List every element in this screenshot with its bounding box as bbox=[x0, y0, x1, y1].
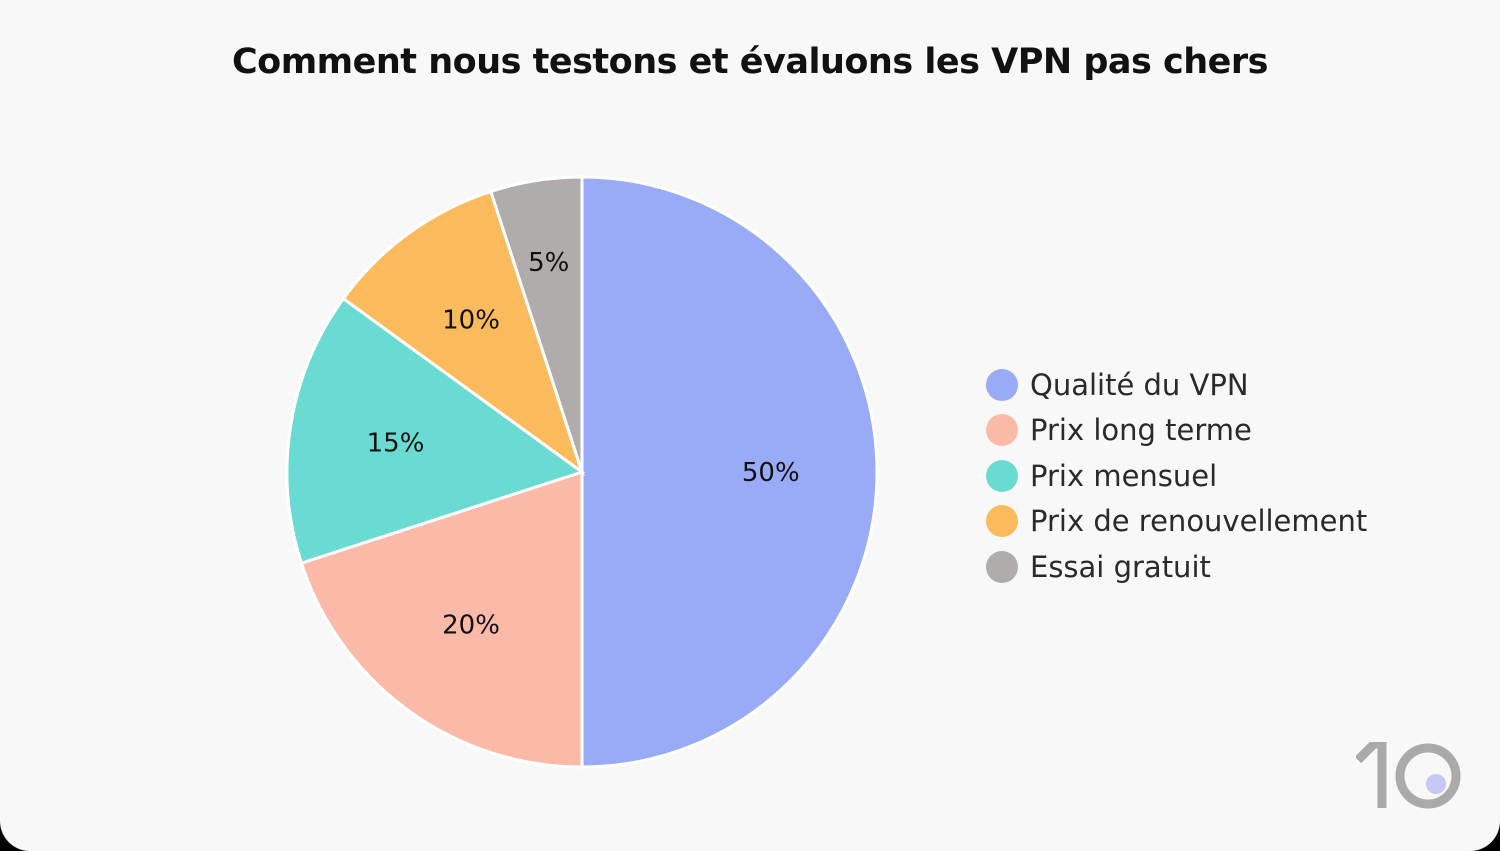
legend-item: Prix de renouvellement bbox=[986, 499, 1367, 545]
data-label: 15% bbox=[367, 428, 425, 458]
data-label: 50% bbox=[742, 458, 800, 488]
data-label: 5% bbox=[528, 248, 569, 278]
legend-swatch bbox=[986, 368, 1018, 401]
legend-label: Essai gratuit bbox=[1030, 549, 1211, 584]
chart-title: Comment nous testons et évaluons les VPN… bbox=[231, 42, 1269, 82]
legend-item: Qualité du VPN bbox=[986, 362, 1367, 408]
pie-slice bbox=[285, 296, 586, 566]
pie-slice bbox=[580, 175, 879, 769]
data-label: 20% bbox=[442, 611, 500, 641]
brand-logo bbox=[1356, 742, 1461, 809]
legend-swatch bbox=[986, 414, 1018, 447]
legend-swatch bbox=[986, 459, 1018, 492]
pie-slice bbox=[299, 469, 584, 769]
legend-swatch bbox=[986, 505, 1018, 538]
data-label: 10% bbox=[442, 305, 500, 335]
legend-label: Prix mensuel bbox=[1030, 458, 1218, 493]
legend-label: Qualité du VPN bbox=[1030, 367, 1249, 402]
legend-label: Prix long terme bbox=[1030, 413, 1252, 448]
legend-label: Prix de renouvellement bbox=[1030, 504, 1368, 539]
legend-item: Prix mensuel bbox=[986, 453, 1367, 499]
pie-slice bbox=[488, 175, 584, 473]
legend-item: Essai gratuit bbox=[986, 544, 1367, 590]
pie-slice bbox=[341, 189, 585, 476]
legend: Qualité du VPN Prix long terme Prix mensue… bbox=[986, 362, 1367, 590]
legend-swatch bbox=[986, 550, 1018, 583]
legend-item: Prix long terme bbox=[986, 408, 1367, 454]
